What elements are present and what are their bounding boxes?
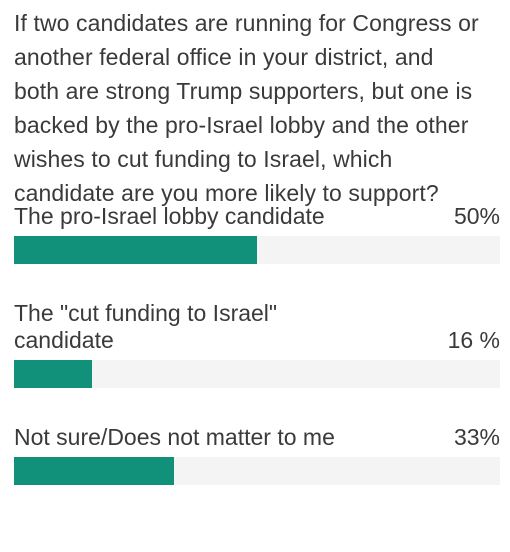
- poll-bar-track: [14, 457, 500, 485]
- poll-option-not-sure[interactable]: Not sure/Does not matter to me 33%: [14, 424, 502, 485]
- poll-option-label: Not sure/Does not matter to me: [14, 424, 335, 450]
- poll-bar-track: [14, 360, 500, 388]
- poll-option-label: The pro-Israel lobby candidate: [14, 203, 325, 229]
- poll-bar-fill: [14, 236, 257, 264]
- poll-question: If two candidates are running for Congre…: [14, 10, 479, 206]
- poll-card: If two candidates are running for Congre…: [14, 6, 504, 485]
- poll-option-percent: 16 %: [447, 327, 500, 353]
- poll-bar-fill: [14, 360, 92, 388]
- poll-option-percent: 33%: [453, 424, 500, 450]
- poll-option-pro-israel[interactable]: The pro-Israel lobby candidate 50%: [14, 203, 502, 264]
- poll-bar-track: [14, 236, 500, 264]
- poll-option-percent: 50%: [453, 203, 500, 229]
- poll-bar-fill: [14, 457, 175, 485]
- poll-option-label: The "cut funding to Israel" candidate: [14, 300, 278, 353]
- poll-option-cut-funding[interactable]: The "cut funding to Israel" candidate 16…: [14, 300, 502, 388]
